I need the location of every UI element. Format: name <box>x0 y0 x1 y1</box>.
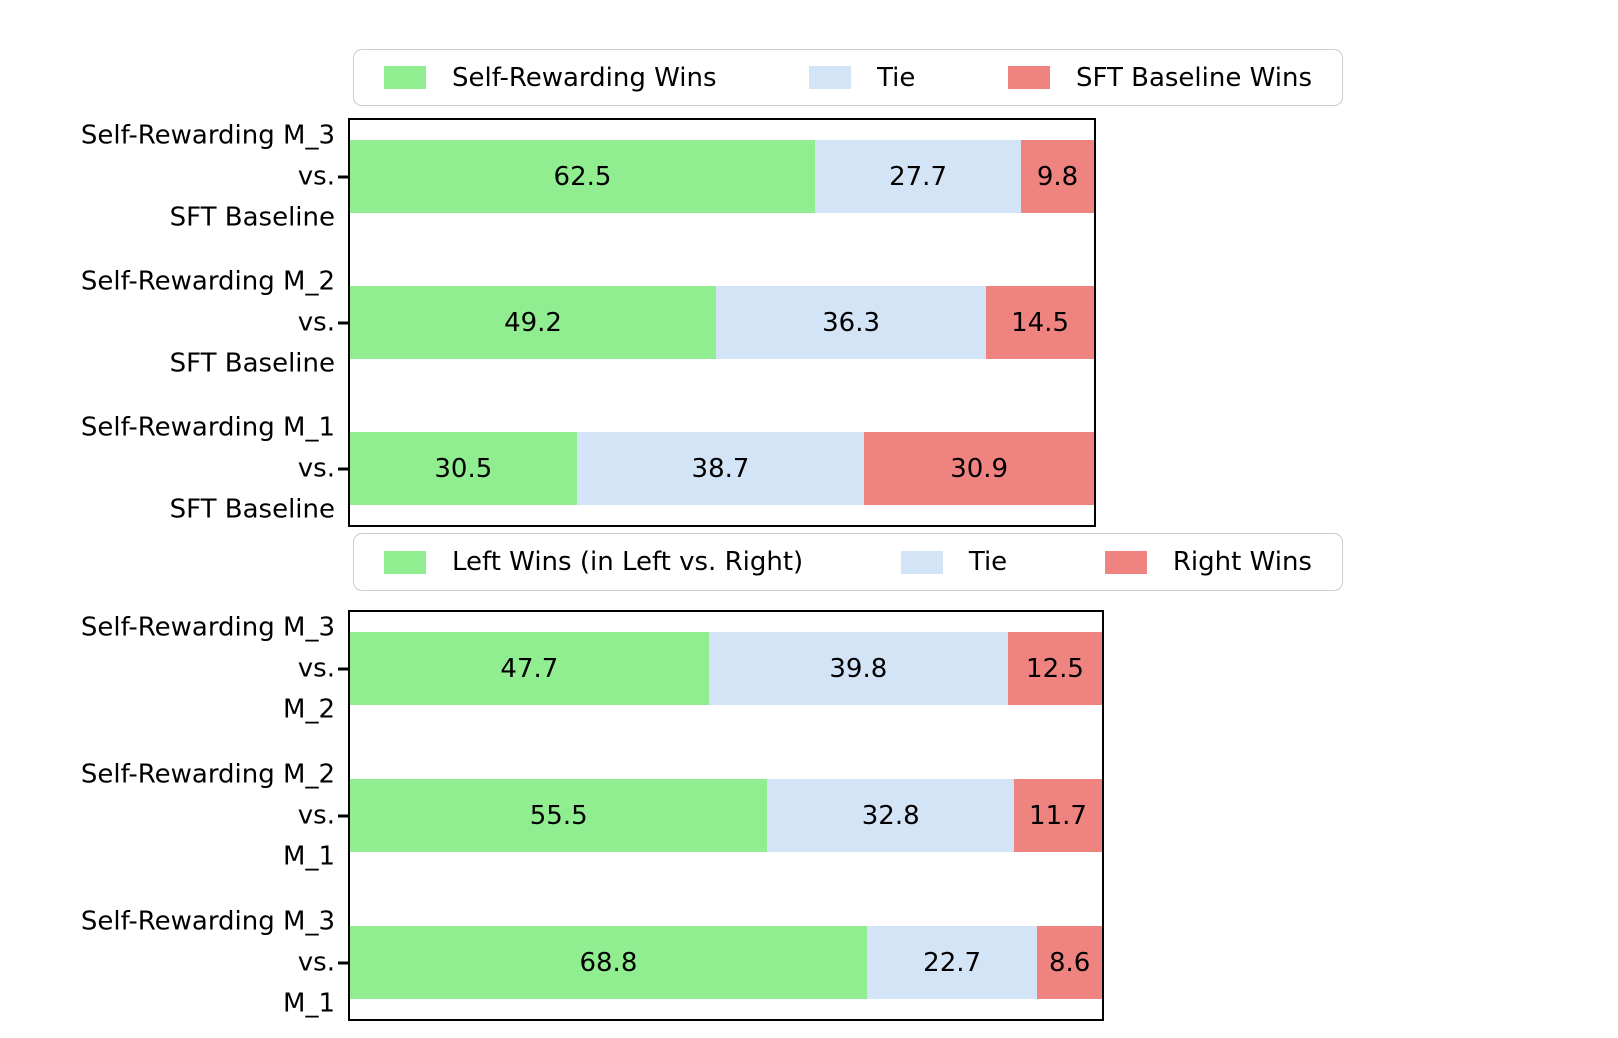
bar-value: 30.5 <box>434 453 493 484</box>
bar-value: 32.8 <box>861 800 920 831</box>
plot-area: Self-Rewarding M_3 vs. M_2 47.7 39.8 12.5 Self… <box>81 610 1104 1021</box>
row-label-line: vs. <box>297 800 335 830</box>
legend-swatch-icon <box>809 66 852 89</box>
legend-swatch-icon <box>384 550 426 574</box>
legend-label: Tie <box>877 62 916 93</box>
axis-tick <box>338 667 348 670</box>
bar-segment-loss: 8.6 <box>1037 926 1102 999</box>
plot-area: Self-Rewarding M_3 vs. SFT Baseline 62.5 27.… <box>81 118 1096 527</box>
bar-segment-win: 68.8 <box>350 926 867 999</box>
bar-row: Self-Rewarding M_2 vs. SFT Baseline 49.2 36.… <box>81 266 1094 378</box>
row-label: Self-Rewarding M_3 vs. M_1 <box>81 901 335 1024</box>
axis-tick <box>338 467 348 470</box>
row-label-line: SFT Baseline <box>169 202 335 232</box>
legend-swatch-icon <box>1104 550 1147 574</box>
row-label-line: vs. <box>297 307 335 337</box>
legend-entry: Tie <box>900 547 1008 577</box>
bar-value: 14.5 <box>1011 307 1069 338</box>
bar-segment-tie: 38.7 <box>576 432 865 505</box>
bar-value: 9.8 <box>1036 161 1079 192</box>
row-label-line: vs. <box>297 453 335 483</box>
row-label-line: vs. <box>297 161 335 191</box>
row-label: Self-Rewarding M_2 vs. SFT Baseline <box>81 261 335 384</box>
bar-value: 30.9 <box>950 453 1009 484</box>
bar-segment-win: 62.5 <box>350 140 815 213</box>
row-label-line: M_1 <box>283 841 335 871</box>
bar-value: 39.8 <box>829 653 888 684</box>
bar-value: 62.5 <box>553 161 612 192</box>
row-label-line: Self-Rewarding M_3 <box>80 612 335 642</box>
bar-segment-loss: 9.8 <box>1021 140 1094 213</box>
bar-value: 38.7 <box>691 453 750 484</box>
bar-value: 49.2 <box>504 307 562 338</box>
bar-segment-loss: 11.7 <box>1014 779 1102 852</box>
row-label-line: M_2 <box>283 694 335 724</box>
row-label-line: vs. <box>297 653 335 683</box>
legend-entry: SFT Baseline Wins <box>1007 62 1312 93</box>
bar-segment-tie: 22.7 <box>866 926 1038 999</box>
bar-segment-tie: 27.7 <box>815 140 1022 213</box>
legend-label: Left Wins (in Left vs. Right) <box>452 547 804 577</box>
row-label: Self-Rewarding M_1 vs. SFT Baseline <box>81 407 335 530</box>
axis-tick <box>338 961 348 964</box>
legend-entry: Self-Rewarding Wins <box>384 63 717 93</box>
legend-label: Self-Rewarding Wins <box>452 62 717 93</box>
bar-segment-win: 55.5 <box>350 779 768 852</box>
row-label: Self-Rewarding M_3 vs. SFT Baseline <box>81 115 335 238</box>
bar-row: Self-Rewarding M_3 vs. M_1 68.8 22.7 8.6 <box>81 906 1102 1018</box>
legend-label: SFT Baseline Wins <box>1075 62 1312 93</box>
legend-entry: Left Wins (in Left vs. Right) <box>384 547 803 577</box>
bar-value: 27.7 <box>889 161 947 192</box>
axis-tick <box>338 814 348 817</box>
bar-value: 55.5 <box>529 800 588 831</box>
bar-value: 47.7 <box>500 653 559 684</box>
bar-value: 68.8 <box>579 947 638 978</box>
legend-entry: Right Wins <box>1104 547 1312 577</box>
axis-tick <box>338 321 348 324</box>
bar-row: Self-Rewarding M_3 vs. M_2 47.7 39.8 12.5 <box>81 612 1102 724</box>
row-label-line: Self-Rewarding M_2 <box>80 759 335 789</box>
bar-segment-loss: 12.5 <box>1007 632 1102 705</box>
bar-value: 11.7 <box>1029 800 1087 831</box>
bar-segment-tie: 36.3 <box>716 286 987 359</box>
bar-value: 36.3 <box>822 307 881 338</box>
legend-swatch-icon <box>900 550 943 574</box>
bar-segment-tie: 32.8 <box>767 779 1014 852</box>
bar-segment-win: 30.5 <box>350 432 577 505</box>
row-label-line: M_1 <box>283 988 335 1018</box>
bar-value: 8.6 <box>1048 947 1091 978</box>
legend-label: Tie <box>968 547 1008 577</box>
bar-row: Self-Rewarding M_1 vs. SFT Baseline 30.5 38.… <box>81 412 1094 524</box>
bar-segment-win: 47.7 <box>350 632 709 705</box>
row-label-line: Self-Rewarding M_2 <box>80 266 335 296</box>
bar-value: 22.7 <box>923 947 982 978</box>
legend: Left Wins (in Left vs. Right) Tie Right Wi… <box>353 533 1343 591</box>
axis-tick <box>338 175 348 178</box>
row-label-line: Self-Rewarding M_3 <box>80 906 335 936</box>
row-label: Self-Rewarding M_3 vs. M_2 <box>81 607 335 730</box>
row-label-line: SFT Baseline <box>169 494 335 524</box>
row-label-line: Self-Rewarding M_1 <box>80 412 335 442</box>
row-label: Self-Rewarding M_2 vs. M_1 <box>81 754 335 877</box>
row-label-line: SFT Baseline <box>169 348 335 378</box>
legend-swatch-icon <box>384 66 426 89</box>
legend-label: Right Wins <box>1172 547 1312 577</box>
legend: Self-Rewarding Wins Tie SFT Baseline Wins <box>353 49 1343 106</box>
bar-segment-win: 49.2 <box>350 286 717 359</box>
bar-row: Self-Rewarding M_2 vs. M_1 55.5 32.8 11.7 <box>81 759 1102 871</box>
bar-segment-loss: 14.5 <box>986 286 1094 359</box>
legend-swatch-icon <box>1007 66 1050 89</box>
row-label-line: Self-Rewarding M_3 <box>80 120 335 150</box>
bar-value: 12.5 <box>1026 653 1084 684</box>
bar-segment-tie: 39.8 <box>708 632 1008 705</box>
bar-row: Self-Rewarding M_3 vs. SFT Baseline 62.5 27.… <box>81 120 1094 232</box>
bar-segment-loss: 30.9 <box>864 432 1094 505</box>
legend-entry: Tie <box>809 63 915 93</box>
row-label-line: vs. <box>297 947 335 977</box>
